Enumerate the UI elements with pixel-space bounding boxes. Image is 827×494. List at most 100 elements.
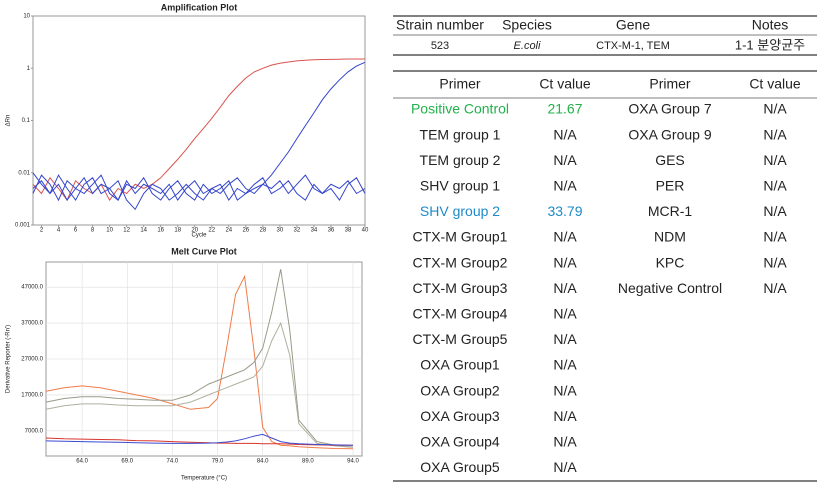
series-line (45, 269, 354, 448)
x-axis-label: Cycle (191, 233, 207, 239)
chart-title: Melt Curve Plot (171, 246, 237, 256)
primer-name: OXA Group 9 (628, 126, 711, 142)
table-header: Notes (752, 17, 789, 33)
x-tick-label: 69.0 (121, 459, 133, 465)
y-axis-label: Derivative Reporter (-Rn') (6, 325, 12, 393)
y-tick-label: 0.001 (15, 223, 31, 229)
x-tick-label: 74.0 (167, 459, 179, 465)
x-tick-label: 10 (106, 228, 113, 234)
primer-name: TEM group 1 (420, 126, 501, 142)
table-cell: 523 (431, 40, 449, 52)
ct-value: N/A (553, 459, 577, 475)
series-line (32, 58, 365, 202)
x-tick-label: 16 (157, 228, 164, 234)
ct-value: N/A (553, 408, 577, 424)
x-tick-label: 34 (311, 228, 318, 234)
table-header: Primer (649, 76, 691, 92)
ct-value: N/A (553, 306, 577, 322)
primer-name: MCR-1 (648, 203, 693, 219)
x-tick-label: 36 (328, 228, 335, 234)
series-line (32, 172, 366, 211)
table-cell: 1-1 분양균주 (735, 37, 805, 52)
amp-frame (32, 15, 366, 226)
ct-value: N/A (763, 101, 787, 117)
chart-title: Amplification Plot (161, 2, 238, 12)
y-tick-label: 17000.0 (21, 393, 43, 399)
series-line (45, 321, 354, 448)
table-header: Strain number (396, 17, 484, 33)
x-tick-label: 84.0 (257, 459, 269, 465)
primer-name: TEM group 2 (420, 152, 501, 168)
x-tick-label: 20 (191, 228, 198, 234)
primer-name: NDM (654, 229, 686, 245)
table-header: Species (502, 17, 552, 33)
x-tick-label: 38 (345, 228, 352, 234)
table-cell: CTX-M-1, TEM (596, 40, 670, 52)
series-line (32, 61, 366, 202)
y-tick-label: 1 (27, 66, 31, 72)
primer-name: Positive Control (411, 101, 509, 117)
primer-name: KPC (656, 254, 685, 270)
primer-name: CTX-M Group2 (413, 254, 508, 270)
primer-name: GES (655, 152, 685, 168)
x-tick-label: 89.0 (302, 459, 314, 465)
x-tick-label: 22 (208, 228, 215, 234)
series-line (45, 437, 353, 446)
series-line (32, 174, 366, 202)
primer-name: CTX-M Group5 (413, 331, 508, 347)
ct-value: N/A (553, 357, 577, 373)
x-axis-label: Temperature (°C) (181, 476, 227, 482)
primer-name: CTX-M Group1 (413, 229, 508, 245)
x-tick-label: 28 (260, 228, 267, 234)
primer-name: Negative Control (618, 280, 722, 296)
x-tick-label: 14 (140, 228, 147, 234)
x-tick-label: 94.0 (347, 459, 359, 465)
ct-value: N/A (763, 126, 787, 142)
series-line (45, 274, 354, 450)
x-tick-label: 2 (40, 228, 44, 234)
y-tick-label: 27000.0 (21, 357, 43, 363)
primer-name: CTX-M Group3 (413, 280, 508, 296)
x-tick-label: 24 (225, 228, 232, 234)
primer-name: SHV group 2 (420, 203, 500, 219)
table-header: Ct value (539, 76, 591, 92)
y-tick-label: 47000.0 (21, 285, 43, 291)
y-tick-label: 7000.0 (25, 428, 44, 434)
primer-name: OXA Group 7 (628, 101, 711, 117)
primer-name: SHV group 1 (420, 178, 500, 194)
primer-name: OXA Group1 (420, 357, 500, 373)
primer-name: OXA Group2 (420, 382, 500, 398)
ct-value: N/A (553, 178, 577, 194)
primer-name: OXA Group5 (420, 459, 500, 475)
x-tick-label: 32 (294, 228, 301, 234)
ct-value: 21.67 (547, 101, 582, 117)
x-tick-label: 12 (123, 228, 130, 234)
ct-value: N/A (763, 178, 787, 194)
ct-value: N/A (763, 229, 787, 245)
y-tick-label: 0.1 (22, 118, 31, 124)
y-tick-label: 37000.0 (21, 321, 43, 327)
x-tick-label: 79.0 (212, 459, 224, 465)
ct-value: N/A (763, 280, 787, 296)
ct-value: N/A (553, 331, 577, 347)
primer-name: CTX-M Group4 (413, 306, 508, 322)
x-tick-label: 4 (57, 228, 61, 234)
ct-value: N/A (763, 203, 787, 219)
ct-value: N/A (763, 152, 787, 168)
x-tick-label: 18 (174, 228, 181, 234)
x-tick-label: 30 (277, 228, 284, 234)
x-tick-label: 40 (362, 228, 369, 234)
table-cell: E.coli (514, 40, 541, 52)
table-header: Ct value (749, 76, 801, 92)
primer-name: OXA Group4 (420, 434, 500, 450)
primer-name: PER (656, 178, 685, 194)
ct-value: N/A (553, 382, 577, 398)
ct-value: N/A (553, 280, 577, 296)
y-tick-label: 10 (23, 14, 30, 20)
primer-name: OXA Group3 (420, 408, 500, 424)
ct-value: N/A (763, 254, 787, 270)
ct-value: N/A (553, 152, 577, 168)
y-axis-label: ΔRn (6, 115, 12, 127)
ct-value: 33.79 (547, 203, 582, 219)
